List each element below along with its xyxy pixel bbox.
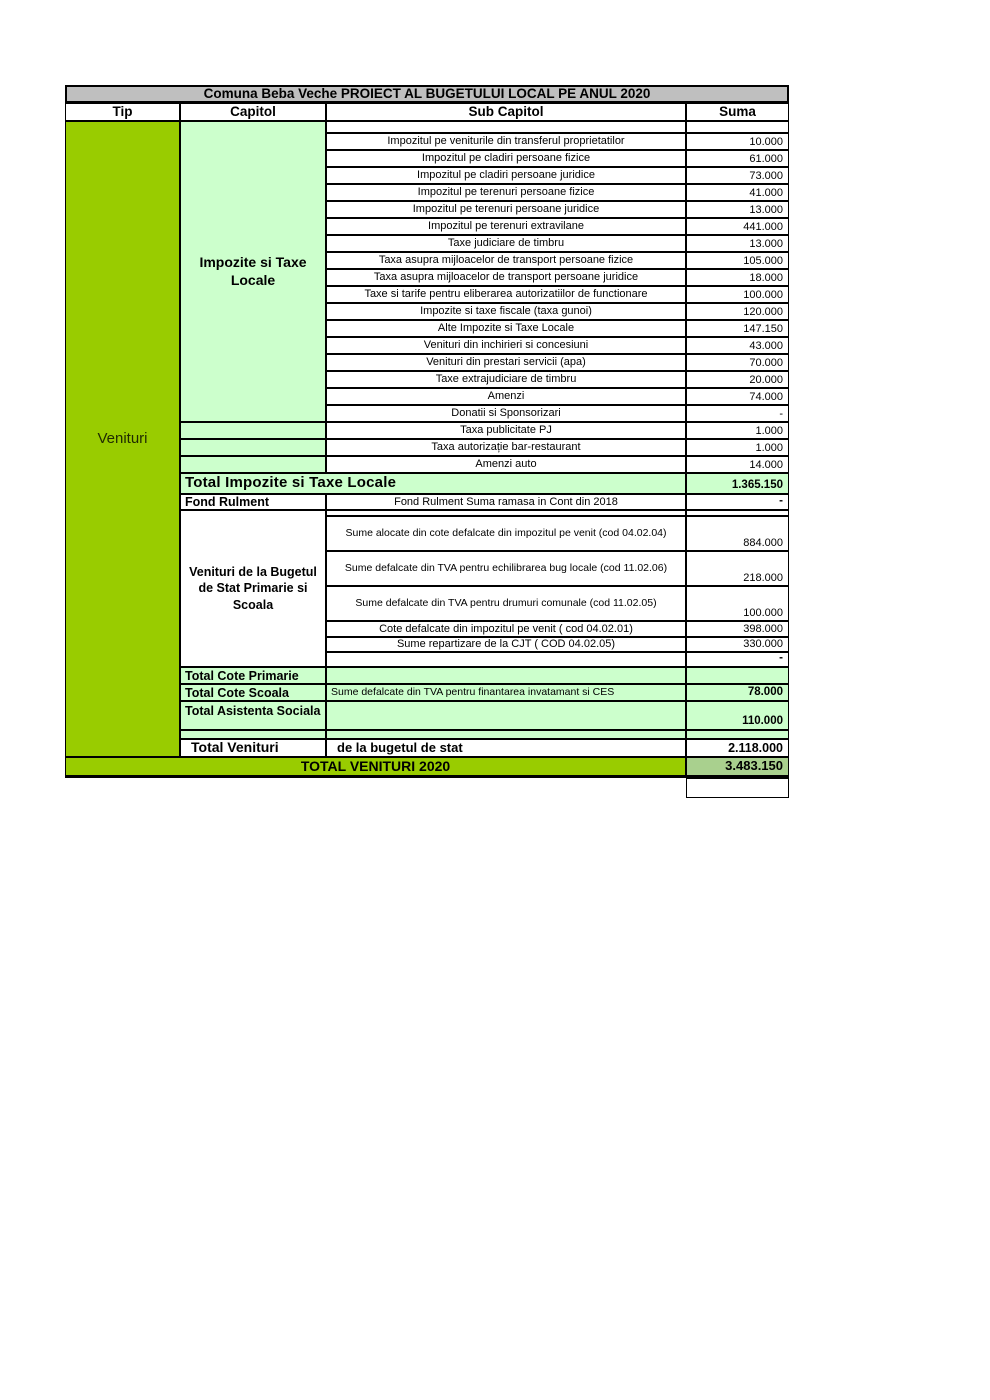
row-label: Taxe si tarife pentru eliberarea autoriz… (326, 286, 686, 303)
column-header-suma: Suma (686, 103, 789, 121)
row-value: - (686, 405, 789, 422)
row-label: Fond Rulment Suma ramasa in Cont din 201… (326, 494, 686, 510)
row-value: 1.000 (686, 422, 789, 439)
row-value: 100.000 (686, 286, 789, 303)
row-value: 73.000 (686, 167, 789, 184)
row-value: 100.000 (686, 586, 789, 621)
row-value: 20.000 (686, 371, 789, 388)
row-label: Sume alocate din cote defalcate din impo… (326, 516, 686, 551)
row-value: 147.150 (686, 320, 789, 337)
grand-total-label: TOTAL VENITURI 2020 (65, 757, 686, 778)
row-value: - (686, 494, 789, 510)
row-label: Cote defalcate din impozitul pe venit ( … (326, 621, 686, 637)
tip-cell-venituri: Venituri (65, 121, 180, 757)
budget-table: Comuna Beba Veche PROIECT AL BUGETULUI L… (65, 85, 789, 798)
row-label: Impozitul pe cladiri persoane fizice (326, 150, 686, 167)
total-asistenta-sub (326, 701, 686, 730)
row-label: Alte Impozite si Taxe Locale (326, 320, 686, 337)
row-label: Taxa publicitate PJ (326, 422, 686, 439)
empty-green-cell (180, 730, 326, 739)
empty-stub-cell (686, 778, 789, 798)
total-venituri-sub: de la bugetul de stat (326, 739, 686, 757)
capitol-fond-rulment: Fond Rulment (180, 494, 326, 510)
empty-green-cell (686, 730, 789, 739)
empty-green-cell (326, 730, 686, 739)
empty-sub-capitol-cell (326, 121, 686, 133)
total-impozite-label: Total Impozite si Taxe Locale (180, 473, 686, 494)
row-label: Impozitul pe terenuri persoane fizice (326, 184, 686, 201)
row-label: Impozitul pe terenuri persoane juridice (326, 201, 686, 218)
row-value: 105.000 (686, 252, 789, 269)
spacer-cell (326, 510, 686, 516)
total-cote-primarie-value (686, 667, 789, 684)
row-value: 1.000 (686, 439, 789, 456)
row-value: 13.000 (686, 201, 789, 218)
capitol-buget-de-stat: Venituri de la Bugetul de Stat Primarie … (180, 510, 326, 667)
total-cote-primarie-label: Total Cote Primarie (180, 667, 326, 684)
table-title: Comuna Beba Veche PROIECT AL BUGETULUI L… (65, 85, 789, 103)
row-label: Sume defalcate din TVA pentru echilibrar… (326, 551, 686, 586)
row-label: Impozite si taxe fiscale (taxa gunoi) (326, 303, 686, 320)
total-cote-primarie-sub (326, 667, 686, 684)
row-label: Taxe judiciare de timbru (326, 235, 686, 252)
row-label: Impozitul pe veniturile din transferul p… (326, 133, 686, 150)
row-label: Venituri din prestari servicii (apa) (326, 354, 686, 371)
row-value: 884.000 (686, 516, 789, 551)
row-label: Impozitul pe cladiri persoane juridice (326, 167, 686, 184)
column-header-sub-capitol: Sub Capitol (326, 103, 686, 121)
total-cote-scoala-value: 78.000 (686, 684, 789, 701)
row-label: Amenzi auto (326, 456, 686, 473)
row-value: 120.000 (686, 303, 789, 320)
total-cote-scoala-sub: Sume defalcate din TVA pentru finantarea… (326, 684, 686, 701)
total-impozite-value: 1.365.150 (686, 473, 789, 494)
row-label: Amenzi (326, 388, 686, 405)
spacer-cell (686, 510, 789, 516)
row-value: 13.000 (686, 235, 789, 252)
row-label: Taxa autorizație bar-restaurant (326, 439, 686, 456)
capitol-cell-empty (180, 422, 326, 439)
empty-suma-cell (686, 121, 789, 133)
row-value: 441.000 (686, 218, 789, 235)
grand-total-value: 3.483.150 (686, 757, 789, 778)
column-header-tip: Tip (65, 103, 180, 121)
row-value: 10.000 (686, 133, 789, 150)
row-value: - (686, 652, 789, 667)
row-value: 61.000 (686, 150, 789, 167)
row-label (326, 652, 686, 667)
row-value: 74.000 (686, 388, 789, 405)
total-venituri-label: Total Venituri (180, 739, 326, 757)
row-label: Sume repartizare de la CJT ( COD 04.02.0… (326, 637, 686, 652)
total-venituri-value: 2.118.000 (686, 739, 789, 757)
capitol-impozite-si-taxe-locale: Impozite si Taxe Locale (180, 121, 326, 422)
capitol-cell-empty (180, 456, 326, 473)
row-value: 330.000 (686, 637, 789, 652)
total-cote-scoala-label: Total Cote Scoala (180, 684, 326, 701)
row-label: Donatii si Sponsorizari (326, 405, 686, 422)
row-label: Sume defalcate din TVA pentru drumuri co… (326, 586, 686, 621)
total-asistenta-label: Total Asistenta Sociala (180, 701, 326, 730)
row-value: 398.000 (686, 621, 789, 637)
row-value: 70.000 (686, 354, 789, 371)
row-label: Taxa asupra mijloacelor de transport per… (326, 269, 686, 286)
row-value: 218.000 (686, 551, 789, 586)
row-value: 41.000 (686, 184, 789, 201)
total-asistenta-value: 110.000 (686, 701, 789, 730)
column-header-capitol: Capitol (180, 103, 326, 121)
row-value: 43.000 (686, 337, 789, 354)
row-label: Taxa asupra mijloacelor de transport per… (326, 252, 686, 269)
row-label: Venituri din inchirieri si concesiuni (326, 337, 686, 354)
capitol-cell-empty (180, 439, 326, 456)
row-value: 14.000 (686, 456, 789, 473)
row-label: Taxe extrajudiciare de timbru (326, 371, 686, 388)
row-value: 18.000 (686, 269, 789, 286)
row-label: Impozitul pe terenuri extravilane (326, 218, 686, 235)
